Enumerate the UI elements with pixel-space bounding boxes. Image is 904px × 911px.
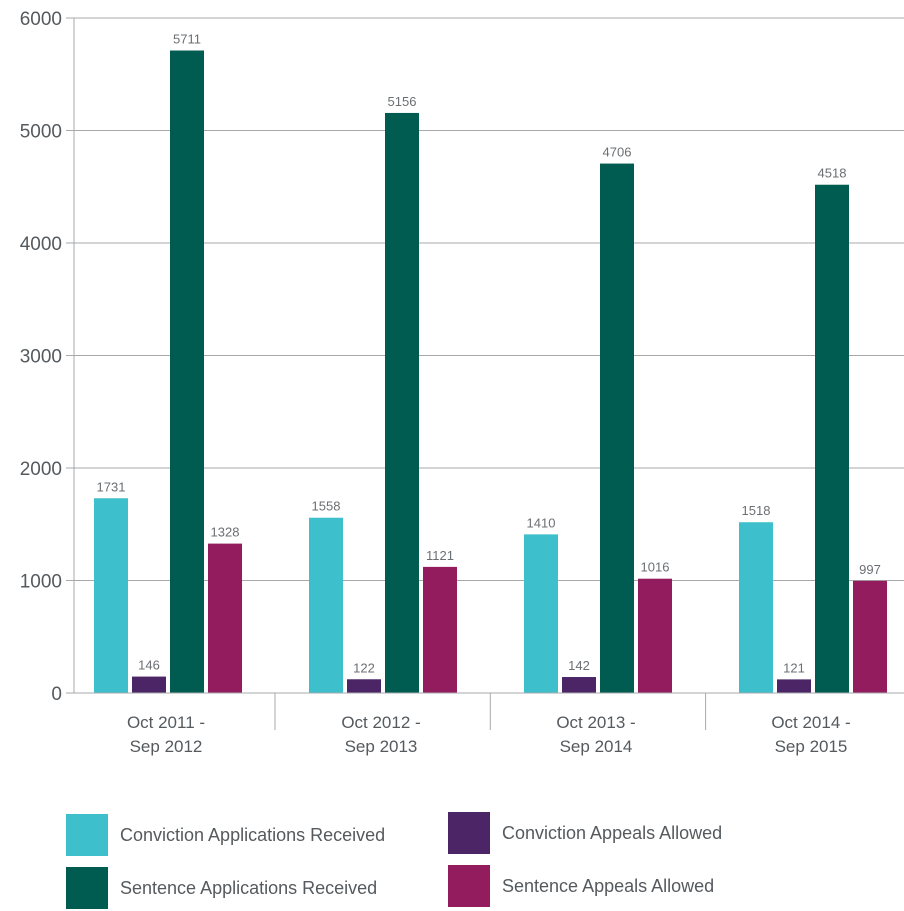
bar (600, 163, 634, 693)
data-label: 1410 (527, 515, 556, 530)
legend-item-sentence-appeals-allowed: Sentence Appeals Allowed (448, 865, 714, 907)
bar (385, 112, 419, 693)
bar (132, 676, 166, 693)
legend-label: Conviction Appeals Allowed (502, 822, 723, 843)
x-tick-label: Sep 2012 (130, 737, 203, 756)
data-label: 5711 (173, 32, 201, 47)
legend-item-sentence-applications-received: Sentence Applications Received (66, 867, 377, 909)
bar (853, 580, 887, 693)
bar (423, 566, 457, 693)
y-tick-label: 2000 (20, 459, 62, 480)
x-tick-label: Oct 2012 - (341, 713, 420, 732)
x-tick-label: Oct 2013 - (556, 713, 635, 732)
x-axis: Oct 2011 - Sep 2012 Oct 2012 - Sep 2013 Oct … (73, 18, 904, 756)
bar (562, 677, 596, 693)
legend-label: Sentence Applications Received (120, 877, 378, 898)
legend-item-conviction-appeals-allowed: Conviction Appeals Allowed (448, 812, 722, 854)
data-label: 4706 (603, 145, 632, 160)
x-tick-label: Oct 2014 - (771, 713, 850, 732)
bar (170, 50, 204, 693)
bar (524, 534, 558, 693)
data-labels: 1731 146 5711 1328 1558 122 5156 1121 1410 142 470… (97, 32, 881, 676)
data-label: 997 (859, 562, 881, 577)
bar (777, 679, 811, 693)
bar-chart: 0 1000 2000 3000 4000 5000 6000 1731 146 5711 132… (20, 9, 904, 756)
y-tick-label: 3000 (20, 347, 62, 368)
bars (94, 50, 887, 693)
legend-swatch (66, 814, 108, 856)
legend-label: Conviction Applications Received (120, 824, 386, 845)
y-tick-label: 0 (51, 684, 62, 705)
data-label: 1518 (742, 503, 771, 518)
x-tick-label: Oct 2011 - (127, 713, 205, 732)
bar (739, 522, 773, 693)
bar (208, 543, 242, 693)
x-tick-label: Sep 2014 (560, 737, 633, 756)
legend-label: Sentence Appeals Allowed (502, 875, 715, 896)
bar (815, 184, 849, 693)
y-tick-label: 6000 (20, 9, 62, 30)
bar (94, 498, 128, 693)
bar (309, 517, 343, 693)
data-label: 4518 (818, 166, 847, 181)
legend-swatch (448, 865, 490, 907)
y-tick-label: 4000 (20, 234, 62, 255)
data-label: 146 (138, 658, 160, 673)
x-tick-label: Sep 2015 (775, 737, 848, 756)
legend-swatch (448, 812, 490, 854)
data-label: 1731 (97, 479, 126, 494)
data-label: 1121 (426, 548, 454, 563)
data-label: 121 (783, 660, 805, 675)
y-axis-ticks: 0 1000 2000 3000 4000 5000 6000 (20, 9, 74, 705)
y-tick-label: 5000 (20, 122, 62, 143)
data-label: 142 (568, 658, 590, 673)
data-label: 1016 (641, 560, 670, 575)
data-label: 122 (353, 660, 375, 675)
data-label: 1328 (211, 525, 240, 540)
x-tick-label: Sep 2013 (345, 737, 418, 756)
bar (347, 679, 381, 693)
y-tick-label: 1000 (20, 572, 62, 593)
bar (638, 578, 672, 693)
legend-item-conviction-applications-received: Conviction Applications Received (66, 814, 385, 856)
data-label: 5156 (388, 94, 417, 109)
legend-swatch (66, 867, 108, 909)
data-label: 1558 (312, 499, 341, 514)
